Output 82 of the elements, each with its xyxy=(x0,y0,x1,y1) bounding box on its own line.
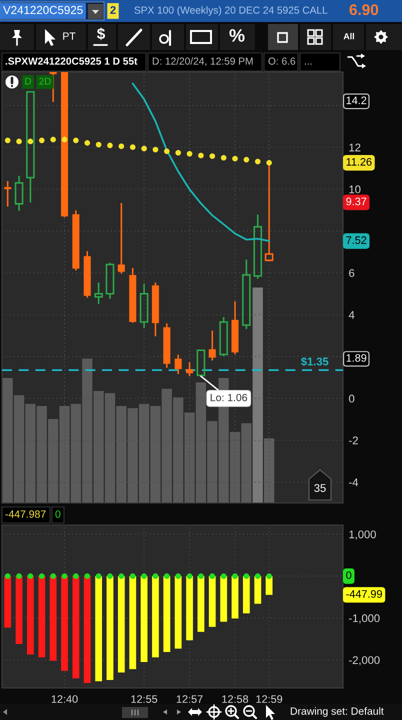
x-tick-label: 12:59 xyxy=(256,695,282,703)
annotation: 35 xyxy=(314,484,326,492)
point xyxy=(220,155,226,161)
annotation: 11.26 xyxy=(346,158,372,166)
line-series xyxy=(132,82,270,242)
text: % xyxy=(229,29,245,42)
bar xyxy=(264,438,274,503)
point xyxy=(244,156,250,162)
candlestick xyxy=(253,214,262,279)
point xyxy=(4,138,10,144)
annotation: D xyxy=(25,78,32,85)
y-tick-label: -1,000 xyxy=(349,614,380,624)
y-tick-label: -2,000 xyxy=(349,656,380,666)
candlestick xyxy=(208,330,216,360)
point xyxy=(28,138,34,144)
text: SPX 100 (Weeklys) 20 DEC 24 5925 CALL xyxy=(134,6,328,16)
candlestick xyxy=(219,317,228,356)
candlestick xyxy=(118,203,125,274)
y-tick-label: 0 xyxy=(348,394,354,403)
annotation: 9.37 xyxy=(346,198,366,206)
ref-line-label: $1.35 xyxy=(301,357,328,366)
text: O: 6.6 xyxy=(268,58,296,65)
y-tick-label: 12 xyxy=(349,144,360,152)
annotation: 2D xyxy=(39,78,51,85)
text: All xyxy=(344,32,354,40)
point xyxy=(73,138,79,144)
point xyxy=(84,140,90,146)
y-tick-label: 1,000 xyxy=(349,530,376,540)
annotation: -447.99 xyxy=(346,590,382,598)
point xyxy=(16,138,22,144)
point xyxy=(39,138,45,144)
candlestick xyxy=(14,176,24,211)
annotation: 14.2 xyxy=(346,96,366,104)
point xyxy=(232,156,238,162)
point xyxy=(118,143,124,150)
point xyxy=(141,146,147,152)
text: V241220C5925 xyxy=(3,6,83,14)
candlestick xyxy=(174,354,182,374)
point xyxy=(254,158,261,164)
point xyxy=(50,136,56,142)
bar xyxy=(252,288,263,503)
candlestick xyxy=(26,91,35,202)
point xyxy=(62,136,68,142)
candlestick xyxy=(140,284,148,328)
annotation: 7.52 xyxy=(346,236,366,244)
candlestick xyxy=(94,282,103,304)
y-tick-label: 10 xyxy=(349,185,360,194)
point xyxy=(175,150,181,156)
point xyxy=(130,144,136,150)
point xyxy=(266,160,272,166)
candlestick xyxy=(106,262,114,299)
x-tick-label: 12:58 xyxy=(222,695,248,703)
x-tick-label: 12:55 xyxy=(131,695,158,703)
point xyxy=(96,142,102,148)
candlestick xyxy=(242,260,251,330)
chart-title: .SPXW241220C5925 1 D 55t xyxy=(6,58,138,65)
candlestick xyxy=(50,72,57,102)
text: PT xyxy=(63,32,76,40)
text: 2 xyxy=(110,6,116,14)
text: -447.987 xyxy=(5,510,46,518)
text: ... xyxy=(304,64,312,65)
y-tick-label: 4 xyxy=(348,311,354,319)
text: D: 12/20/24, 12:59 PM xyxy=(152,57,253,66)
candlestick xyxy=(186,362,194,376)
text: 6.90 xyxy=(350,4,378,16)
point xyxy=(152,146,158,152)
annotation: 1.89 xyxy=(346,354,366,362)
x-tick-label: 12:40 xyxy=(52,695,78,703)
point xyxy=(198,152,204,158)
point xyxy=(164,148,170,154)
y-tick-label: -4 xyxy=(349,478,358,486)
text: Drawing set: Default xyxy=(290,707,384,717)
y-tick-label: 6 xyxy=(349,269,354,277)
text: 0 xyxy=(55,510,60,518)
point xyxy=(186,151,192,157)
point xyxy=(107,142,113,148)
y-tick-label: -2 xyxy=(349,436,358,444)
point xyxy=(210,153,216,159)
candlestick xyxy=(4,181,12,207)
text: $ xyxy=(96,28,106,40)
x-tick-label: 12:57 xyxy=(176,695,203,703)
annotation: Lo: 1.06 xyxy=(210,394,248,402)
